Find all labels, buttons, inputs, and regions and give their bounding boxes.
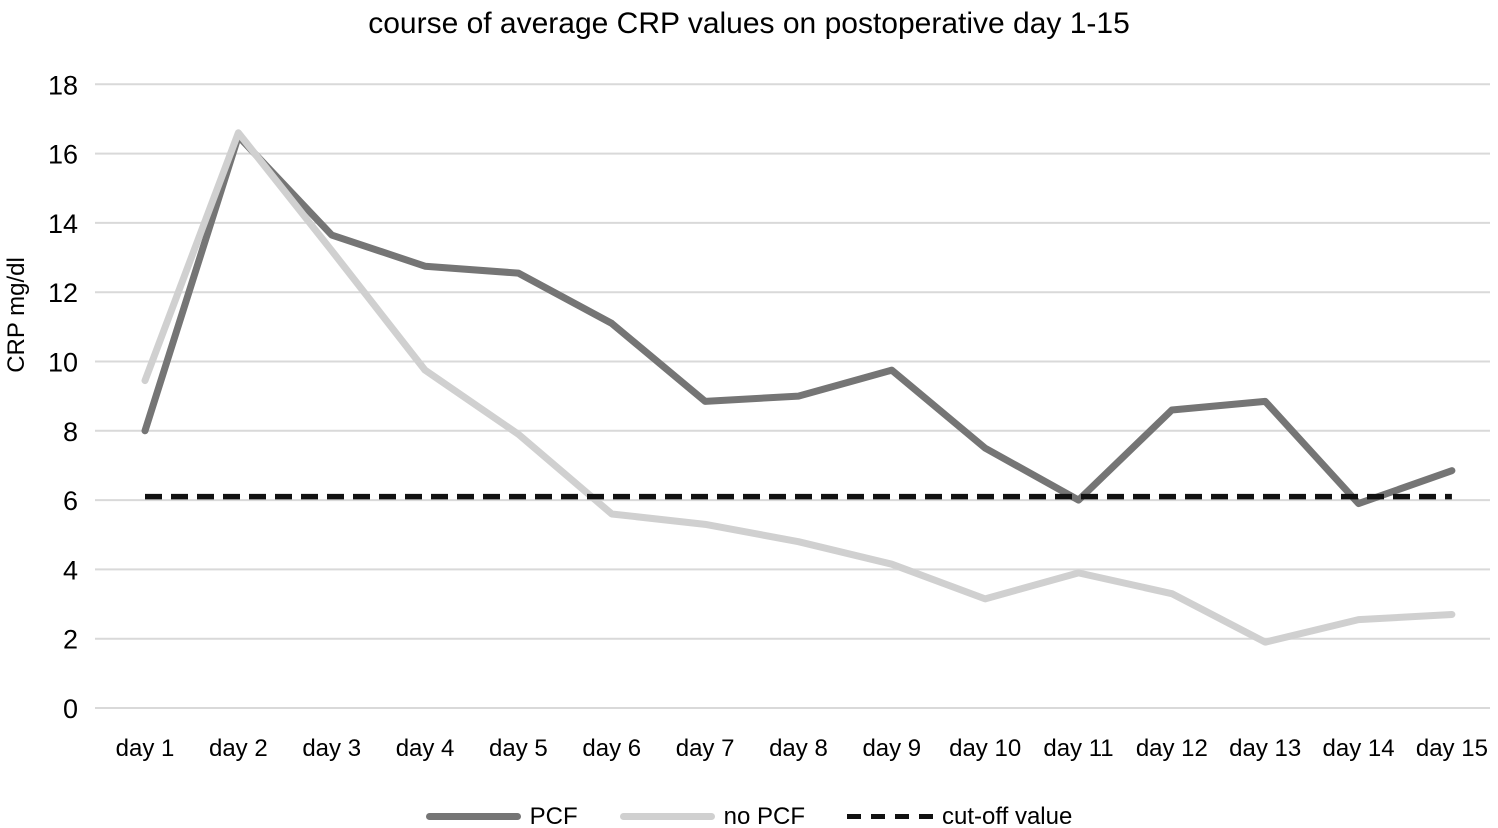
x-tick-label: day 2 — [209, 735, 268, 762]
x-tick-label: day 7 — [676, 735, 735, 762]
y-tick-label: 0 — [63, 694, 78, 724]
y-tick-label: 8 — [63, 417, 78, 447]
x-tick-label: day 5 — [489, 735, 548, 762]
y-tick-label: 6 — [63, 486, 78, 516]
legend-label: no PCF — [723, 803, 806, 828]
legend-label: PCF — [529, 803, 578, 828]
x-tick-label: day 15 — [1416, 735, 1488, 762]
legend-item-cut-off-value: cut-off value — [847, 803, 1072, 828]
x-tick-label: day 1 — [116, 735, 175, 762]
y-tick-label: 18 — [48, 70, 78, 100]
legend-item-no-pcf: no PCF — [619, 803, 806, 828]
x-tick-label: day 14 — [1323, 735, 1395, 762]
series-line-pcf — [141, 132, 1456, 508]
y-tick-label: 16 — [48, 140, 78, 170]
y-tick-label: 2 — [63, 625, 78, 655]
y-tick-label: 4 — [63, 555, 78, 585]
pcf-legend-swatch — [425, 813, 521, 820]
x-tick-label: day 3 — [302, 735, 361, 762]
x-tick-label: day 4 — [396, 735, 455, 762]
x-tick-label: day 6 — [582, 735, 641, 762]
x-tick-label: day 13 — [1229, 735, 1301, 762]
y-tick-label: 14 — [48, 209, 78, 239]
cut-off-value-legend-swatch — [847, 814, 934, 819]
y-tick-label: 12 — [48, 278, 78, 308]
x-tick-label: day 12 — [1136, 735, 1208, 762]
series-line-no-pcf — [141, 129, 1456, 646]
chart-title: course of average CRP values on postoper… — [368, 7, 1130, 40]
legend-item-pcf: PCF — [425, 803, 578, 828]
x-tick-label: day 8 — [769, 735, 828, 762]
x-tick-label: day 10 — [949, 735, 1021, 762]
x-tick-label: day 9 — [862, 735, 921, 762]
legend: PCF no PCF cut-off value — [0, 803, 1498, 828]
legend-label: cut-off value — [942, 803, 1073, 828]
x-tick-label: day 11 — [1043, 735, 1113, 762]
y-tick-label: 10 — [48, 348, 78, 378]
no-pcf-legend-swatch — [619, 813, 715, 820]
